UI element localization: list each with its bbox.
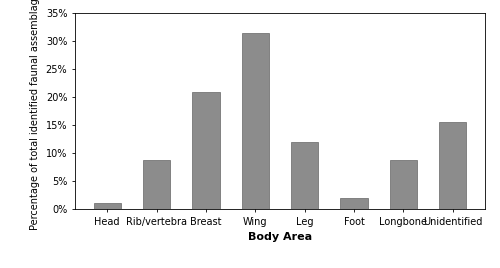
Bar	[94, 203, 121, 209]
Bar	[242, 33, 269, 209]
X-axis label: Body Area: Body Area	[248, 232, 312, 242]
Bar	[143, 161, 170, 209]
Bar	[340, 198, 367, 209]
Y-axis label: Percentage of total identified faunal assemblage: Percentage of total identified faunal as…	[30, 0, 40, 230]
Bar	[390, 161, 417, 209]
Bar	[291, 142, 318, 209]
Bar	[439, 122, 466, 209]
Bar	[192, 92, 220, 209]
